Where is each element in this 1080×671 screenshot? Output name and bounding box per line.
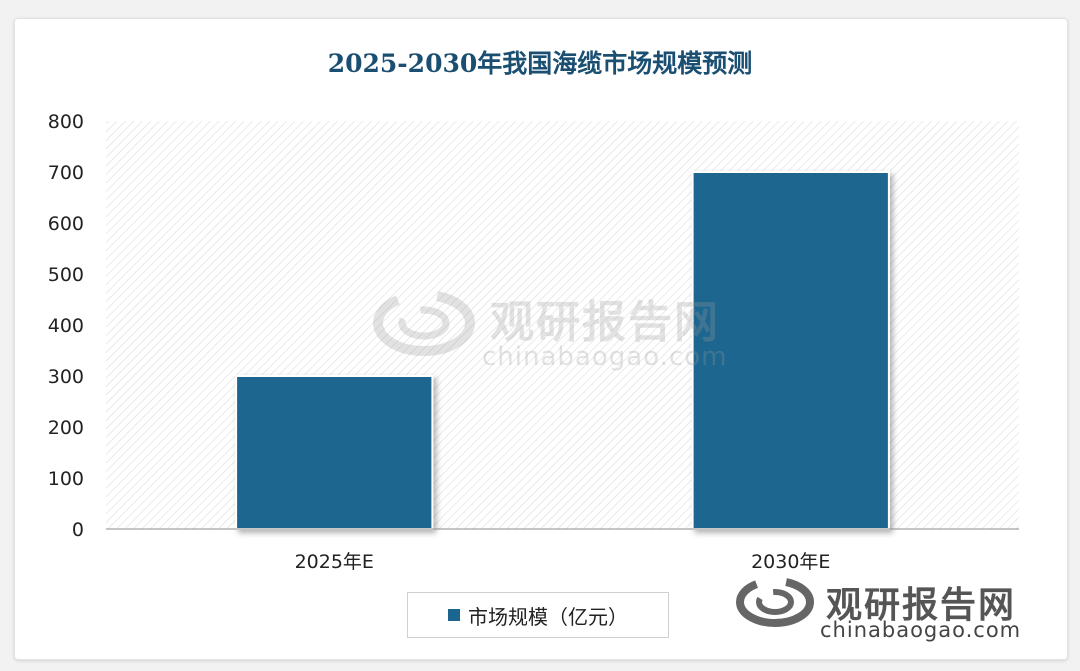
y-tick-label: 800 bbox=[48, 111, 84, 133]
x-tick-label: 2025年E bbox=[295, 551, 374, 573]
watermark-corner-en: chinabaogao.com bbox=[820, 618, 1022, 642]
watermark-corner: 观研报告网 chinabaogao.com bbox=[734, 572, 1034, 652]
y-tick-label: 300 bbox=[48, 366, 84, 388]
y-tick-label: 600 bbox=[48, 213, 84, 235]
watermark-corner-cn: 观研报告网 bbox=[826, 585, 1017, 626]
legend-label: 市场规模（亿元） bbox=[468, 604, 628, 629]
bar bbox=[235, 375, 434, 530]
y-tick-label: 100 bbox=[48, 468, 84, 490]
x-axis: 2025年E 2030年E bbox=[295, 551, 831, 573]
y-axis: 0 100 200 300 400 500 600 700 800 bbox=[48, 111, 84, 541]
y-tick-label: 400 bbox=[48, 315, 84, 337]
chart-title: 2025-2030年我国海缆市场规模预测 bbox=[327, 49, 753, 78]
y-tick-label: 500 bbox=[48, 264, 84, 286]
y-tick-label: 200 bbox=[48, 417, 84, 439]
bars bbox=[235, 171, 890, 530]
x-tick-label: 2030年E bbox=[751, 551, 830, 573]
legend-swatch bbox=[448, 609, 460, 621]
swirl-logo-icon bbox=[736, 577, 814, 627]
y-tick-label: 700 bbox=[48, 162, 84, 184]
bar bbox=[691, 171, 890, 530]
legend: 市场规模（亿元） bbox=[407, 592, 669, 638]
y-tick-label: 0 bbox=[72, 519, 84, 541]
